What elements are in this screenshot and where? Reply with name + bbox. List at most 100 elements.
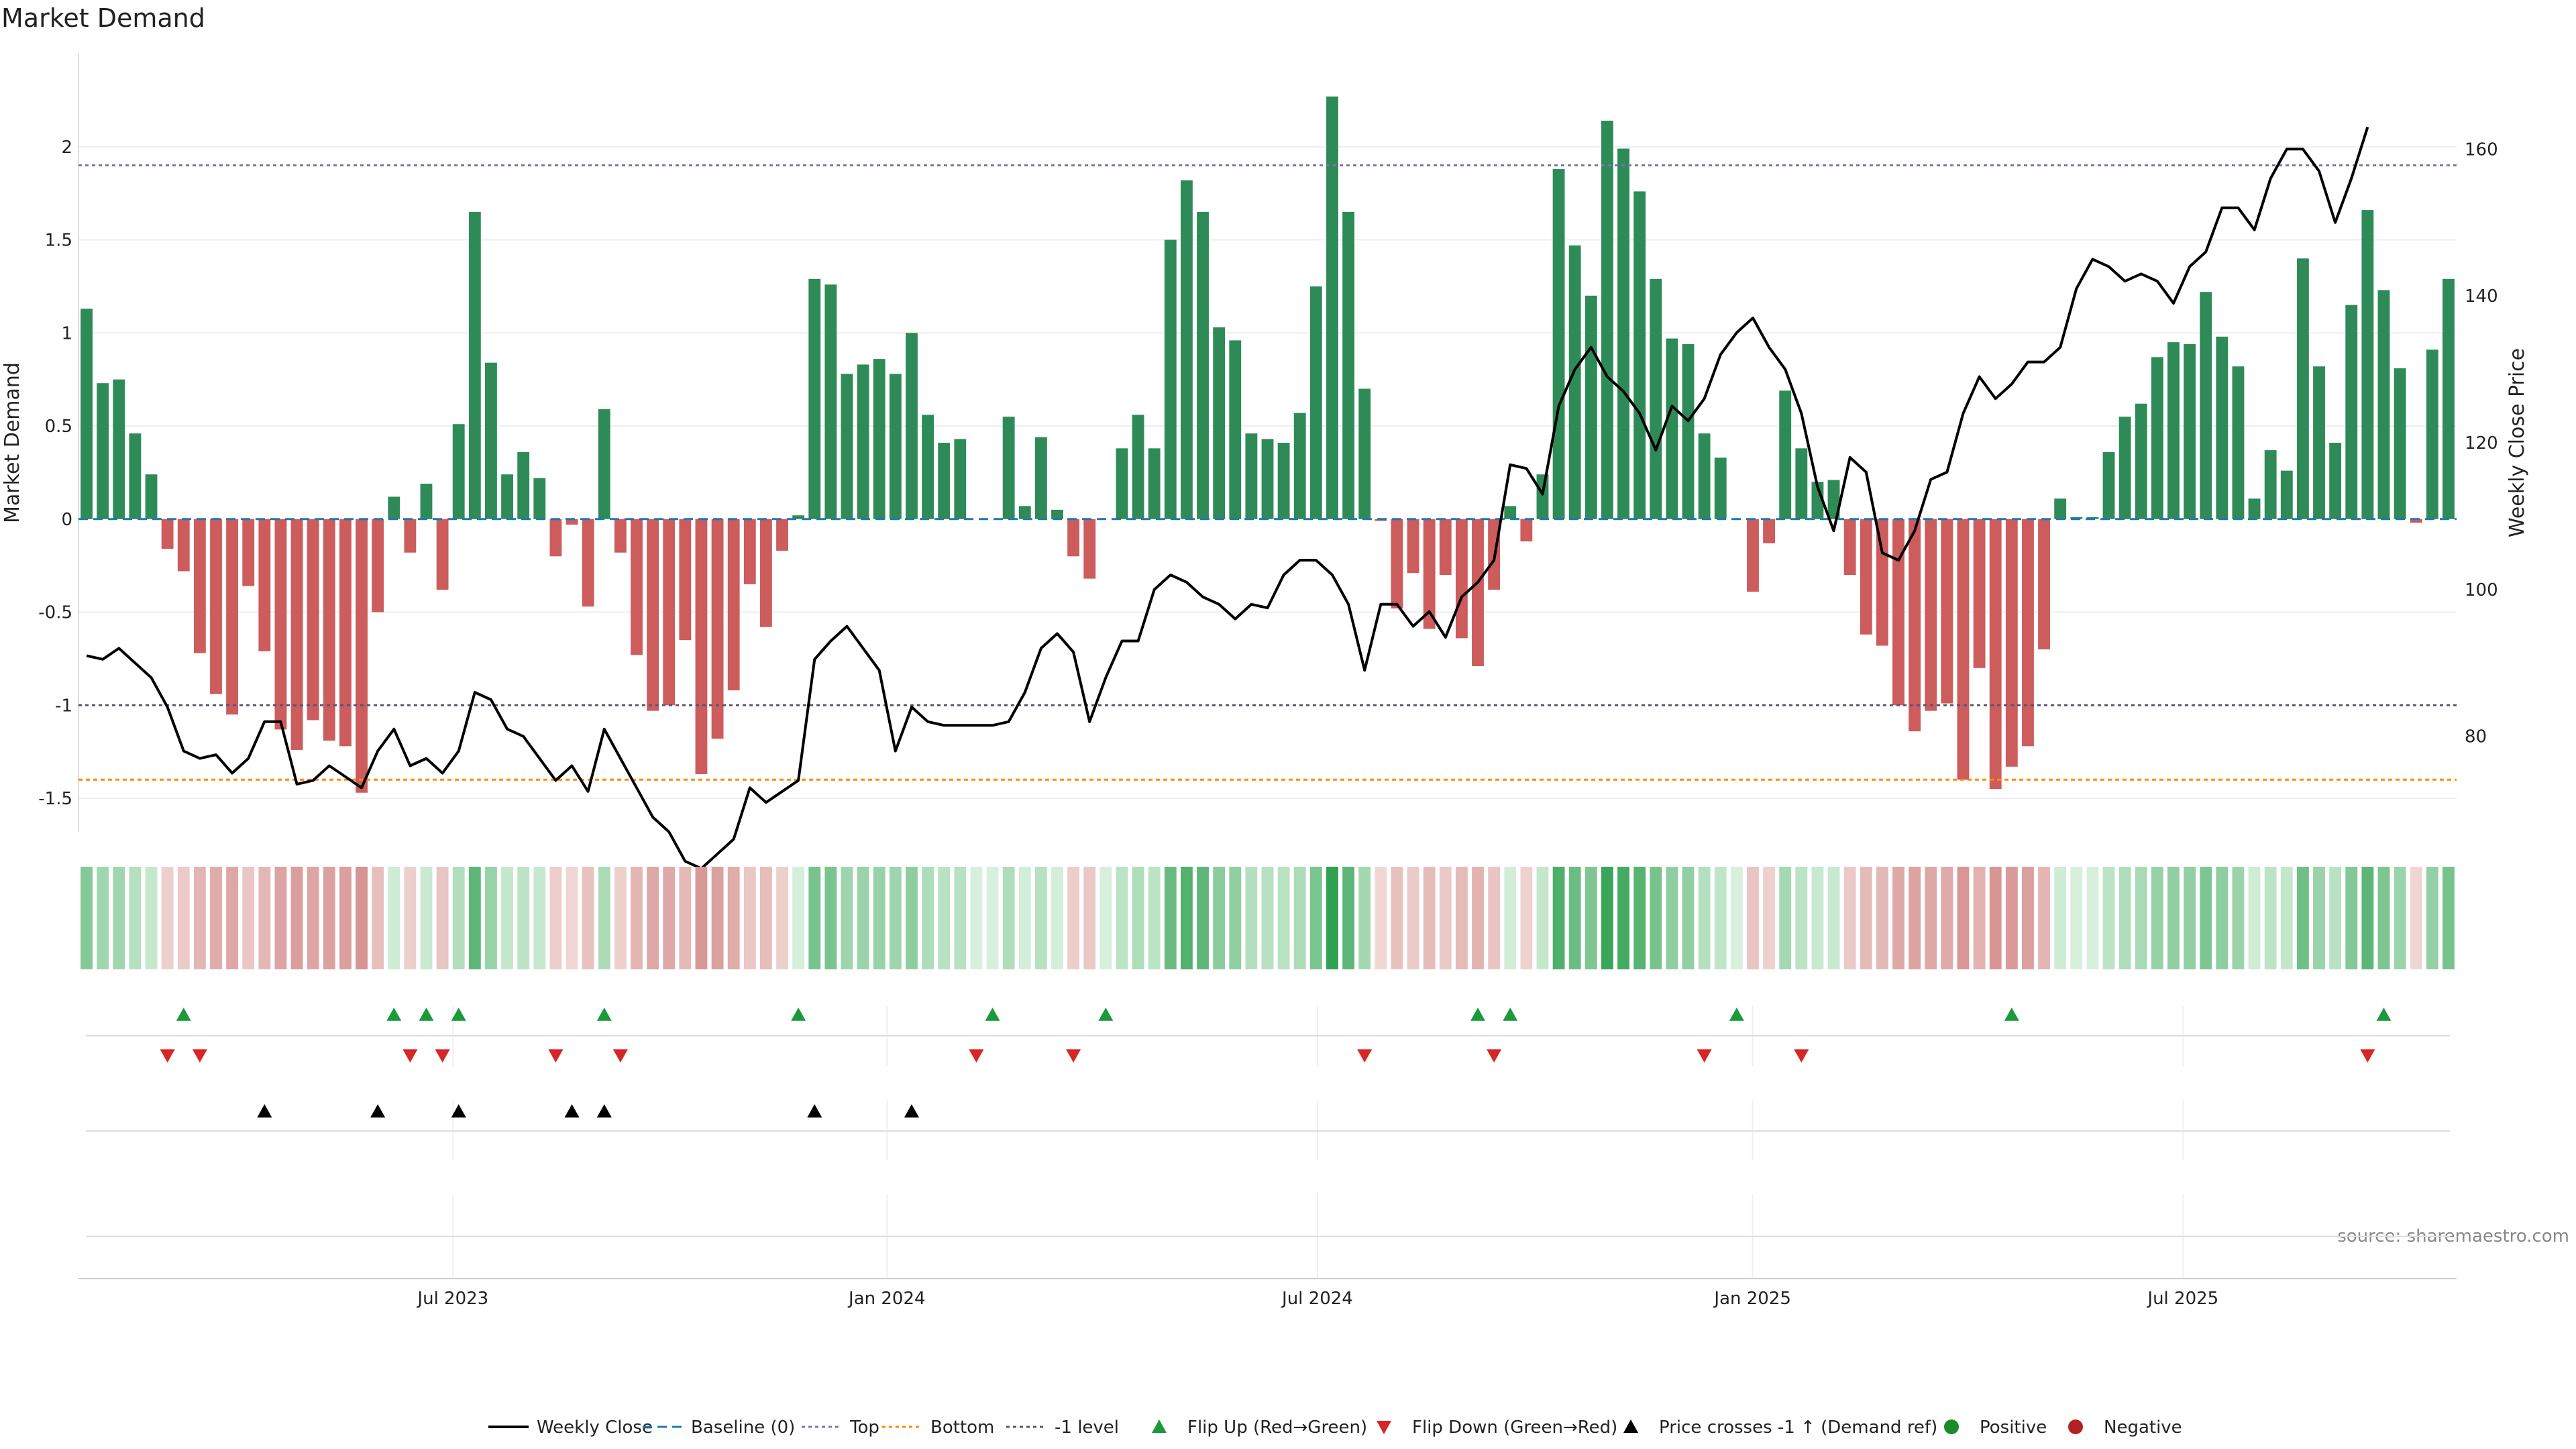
demand-strip-cell (2054, 867, 2067, 969)
demand-strip-cell (1358, 867, 1371, 969)
demand-strip-cell (1568, 867, 1581, 969)
demand-bar (1957, 519, 1970, 780)
demand-bar (2345, 305, 2358, 519)
demand-bar (161, 519, 174, 549)
y2-tick-label: 100 (2465, 580, 2498, 600)
flip-down-marker (1066, 1049, 1081, 1063)
demand-strip-cell (129, 867, 142, 969)
flip-down-marker (192, 1049, 207, 1063)
demand-bar (2394, 368, 2406, 519)
demand-bar (1293, 413, 1306, 519)
price-cross-marker (564, 1104, 580, 1118)
y2-tick-label: 140 (2465, 286, 2498, 307)
demand-strip-cell (161, 867, 174, 969)
demand-bar (468, 211, 481, 519)
demand-bar (1326, 96, 1338, 519)
demand-bar (1067, 519, 1080, 557)
demand-bar (1504, 506, 1517, 519)
demand-strip-cell (598, 867, 610, 969)
flip-down-marker (435, 1049, 450, 1063)
demand-strip-cell (2038, 867, 2050, 969)
y-tick-label: -1.5 (38, 789, 72, 809)
demand-bar (113, 379, 125, 519)
demand-strip-cell (2296, 867, 2309, 969)
demand-strip-cell (1277, 867, 1290, 969)
demand-bar (274, 519, 287, 730)
demand-bar (404, 519, 417, 553)
demand-strip-cell (1682, 867, 1695, 969)
demand-strip-cell (1099, 867, 1112, 969)
demand-strip-cell (2216, 867, 2229, 969)
flip-down-marker (1487, 1049, 1502, 1063)
demand-strip-cell (1018, 867, 1031, 969)
demand-bar (1666, 338, 1678, 519)
demand-strip-cell (258, 867, 271, 969)
legend-label: Bottom (930, 1417, 994, 1438)
y-tick-label: 0 (61, 510, 72, 530)
demand-strip-cell (1860, 867, 1872, 969)
demand-bar (1002, 417, 1015, 519)
demand-strip-cell (1034, 867, 1047, 969)
y-tick-label: 1 (61, 323, 72, 343)
flip-down-marker (402, 1049, 418, 1063)
price-cross-marker (596, 1104, 612, 1118)
demand-strip-cell (2086, 867, 2099, 969)
demand-bar (824, 284, 837, 519)
demand-bar (97, 383, 109, 519)
legend-symbol (1377, 1421, 1391, 1434)
demand-strip-cell (1245, 867, 1258, 969)
demand-strip-cell (1633, 867, 1646, 969)
demand-bar (808, 278, 821, 519)
demand-bar (1164, 239, 1177, 519)
demand-bar (695, 519, 708, 774)
demand-bar (1245, 433, 1258, 519)
demand-bar (533, 478, 546, 519)
demand-bar (1180, 180, 1193, 519)
demand-bar (1682, 343, 1695, 519)
demand-bar (1779, 390, 1792, 519)
demand-bar (485, 362, 497, 519)
demand-bar (1909, 519, 1921, 732)
demand-strip-cell (1779, 867, 1792, 969)
demand-bar (1132, 415, 1144, 519)
demand-bar (1018, 506, 1031, 519)
demand-bar (290, 519, 303, 750)
demand-strip-cell (663, 867, 676, 969)
demand-strip-cell (242, 867, 255, 969)
demand-bar (679, 519, 692, 641)
x-tick-label: Jan 2025 (1713, 1289, 1791, 1309)
demand-strip-cell (582, 867, 594, 969)
demand-bar (1552, 169, 1565, 519)
demand-strip-cell (2443, 867, 2455, 969)
demand-strip-cell (2022, 867, 2034, 969)
demand-strip-cell (1309, 867, 1322, 969)
legend-symbol (1623, 1419, 1638, 1433)
demand-strip-cell (485, 867, 497, 969)
demand-strip-cell (2118, 867, 2131, 969)
demand-strip-cell (2151, 867, 2163, 969)
demand-strip-cell (339, 867, 352, 969)
demand-strip-cell (1650, 867, 1662, 969)
demand-strip-cell (743, 867, 756, 969)
demand-bar (1407, 519, 1419, 574)
demand-bar (954, 439, 967, 519)
demand-strip-cell (631, 867, 643, 969)
demand-bar (889, 374, 902, 519)
demand-strip-cell (1132, 867, 1144, 969)
demand-strip-cell (2264, 867, 2277, 969)
demand-bar (1973, 519, 1986, 668)
demand-bar (2361, 210, 2374, 519)
demand-strip-cell (1585, 867, 1597, 969)
demand-bar (873, 359, 885, 519)
flip-down-marker (548, 1049, 564, 1063)
demand-bar (938, 443, 951, 519)
flip-down-marker (1697, 1049, 1712, 1063)
demand-bar (258, 519, 271, 651)
y2-axis-label: Weekly Close Price (2506, 348, 2529, 537)
x-tick-label: Jul 2024 (1281, 1289, 1353, 1309)
flip-down-marker (1357, 1049, 1373, 1063)
demand-strip-cell (1973, 867, 1986, 969)
demand-strip-cell (210, 867, 222, 969)
demand-strip-cell (647, 867, 659, 969)
demand-bar (145, 474, 158, 519)
